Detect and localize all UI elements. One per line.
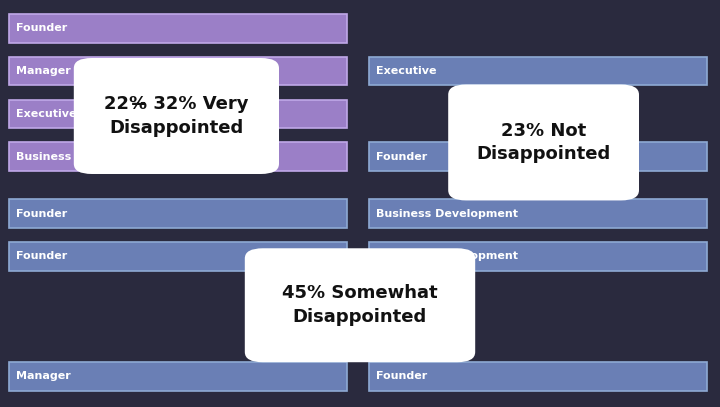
Text: Manager: Manager [16, 372, 71, 381]
FancyBboxPatch shape [9, 100, 347, 128]
FancyBboxPatch shape [9, 142, 347, 171]
Text: 45% Somewhat
Disappointed: 45% Somewhat Disappointed [282, 284, 438, 326]
Text: Founder: Founder [16, 252, 67, 261]
Text: Executive: Executive [376, 66, 436, 76]
FancyBboxPatch shape [369, 199, 707, 228]
FancyBboxPatch shape [369, 57, 707, 85]
Text: Business Development: Business Development [16, 152, 158, 162]
Text: 23% Not
Disappointed: 23% Not Disappointed [477, 122, 611, 163]
FancyBboxPatch shape [9, 199, 347, 228]
FancyBboxPatch shape [74, 58, 279, 174]
Text: Business Development: Business Development [376, 252, 518, 261]
FancyBboxPatch shape [369, 142, 707, 171]
Text: Manager: Manager [16, 66, 71, 76]
FancyBboxPatch shape [9, 57, 347, 85]
Text: Executive: Executive [16, 109, 76, 119]
FancyBboxPatch shape [448, 85, 639, 201]
Text: Founder: Founder [16, 209, 67, 219]
Text: 22%̶ 32% Very
Disappointed: 22%̶ 32% Very Disappointed [104, 95, 248, 137]
FancyBboxPatch shape [369, 362, 707, 391]
FancyBboxPatch shape [369, 242, 707, 271]
FancyBboxPatch shape [245, 248, 475, 362]
FancyBboxPatch shape [9, 14, 347, 43]
FancyBboxPatch shape [9, 362, 347, 391]
Text: Founder: Founder [376, 372, 427, 381]
Text: Founder: Founder [376, 152, 427, 162]
FancyBboxPatch shape [9, 242, 347, 271]
Text: Founder: Founder [16, 24, 67, 33]
Text: Business Development: Business Development [376, 209, 518, 219]
